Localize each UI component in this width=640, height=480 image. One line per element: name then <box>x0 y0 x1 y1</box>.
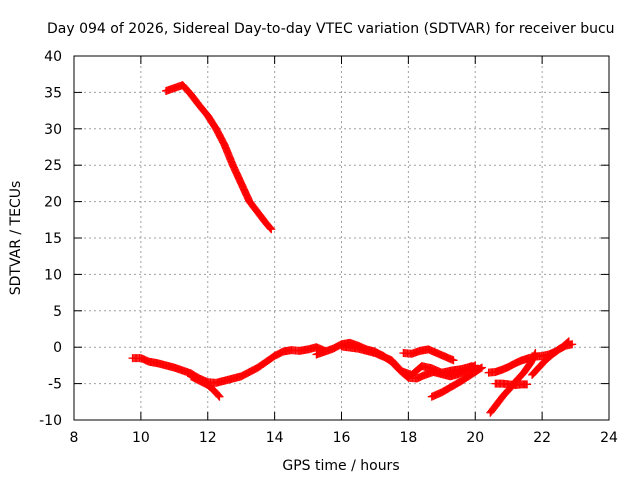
series-track-main-b <box>187 372 224 401</box>
y-tick-label: 15 <box>44 231 62 247</box>
y-tick-label: 25 <box>44 158 62 174</box>
y-tick-label: -10 <box>39 413 62 429</box>
y-tick-label: 40 <box>44 49 62 65</box>
series-track-short <box>399 345 458 365</box>
y-tick-label: 30 <box>44 122 62 138</box>
data-point <box>215 392 224 401</box>
y-tick-label: 0 <box>53 340 62 356</box>
chart-title: Day 094 of 2026, Sidereal Day-to-day VTE… <box>47 21 615 37</box>
x-tick-label: 18 <box>399 430 417 446</box>
axis-ticks: -10 -5 0 5 10 15 20 25 30 35 40 8 10 12 14 16 18 20 22 24 <box>39 49 618 446</box>
data-point <box>449 356 458 365</box>
data-point <box>213 390 222 399</box>
x-tick-label: 22 <box>533 430 551 446</box>
series-track-late-c <box>491 379 532 390</box>
y-tick-label: 35 <box>44 85 62 101</box>
data-point <box>267 225 276 234</box>
data-point <box>477 363 486 372</box>
x-axis-label: GPS time / hours <box>282 458 399 474</box>
grid-lines <box>74 56 609 420</box>
y-tick-label: 5 <box>53 304 62 320</box>
series-track-main-a <box>128 343 329 387</box>
y-tick-label: 20 <box>44 195 62 211</box>
y-tick-label: 10 <box>44 267 62 283</box>
x-tick-label: 14 <box>266 430 284 446</box>
x-tick-label: 16 <box>333 430 351 446</box>
data-point <box>265 223 274 232</box>
series-track-mid-b <box>337 342 476 379</box>
x-tick-label: 8 <box>70 430 79 446</box>
series-track-dip <box>427 363 486 401</box>
y-axis-label: SDTVAR / TECUs <box>8 181 24 296</box>
data-point <box>266 224 275 233</box>
x-tick-label: 24 <box>600 430 618 446</box>
data-point <box>523 380 532 389</box>
data-point <box>467 362 476 371</box>
series-track-high <box>161 81 276 234</box>
series-track-late-d <box>528 340 577 379</box>
y-tick-label: -5 <box>48 377 62 393</box>
data-point <box>476 364 485 373</box>
data-markers <box>128 81 577 417</box>
data-point <box>214 391 223 400</box>
x-tick-label: 12 <box>199 430 217 446</box>
data-point <box>568 340 577 349</box>
x-tick-label: 20 <box>466 430 484 446</box>
x-tick-label: 10 <box>132 430 150 446</box>
data-point <box>531 349 540 358</box>
